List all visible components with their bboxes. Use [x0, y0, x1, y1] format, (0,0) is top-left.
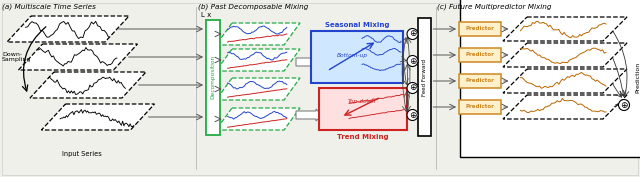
Bar: [311, 31, 403, 83]
Bar: [459, 22, 501, 36]
Text: L x: L x: [201, 12, 211, 18]
Text: Down-
Sampling: Down- Sampling: [2, 52, 31, 62]
Text: ⊕: ⊕: [620, 101, 628, 110]
Bar: [206, 19, 220, 135]
Text: Decomposition: Decomposition: [211, 55, 216, 99]
Text: Prediction: Prediction: [636, 61, 640, 93]
Polygon shape: [19, 44, 138, 70]
Polygon shape: [216, 78, 300, 100]
Text: (c) Future Multipredictor Mixing: (c) Future Multipredictor Mixing: [437, 3, 552, 10]
Text: ⊕: ⊕: [409, 30, 416, 39]
Text: ⊕: ⊕: [409, 56, 416, 65]
Text: Predictor: Predictor: [465, 53, 495, 58]
Text: (a) Multiscale Time Series: (a) Multiscale Time Series: [2, 3, 96, 10]
Polygon shape: [503, 69, 627, 93]
Bar: [459, 74, 501, 88]
Text: ⊕: ⊕: [409, 110, 416, 119]
Polygon shape: [503, 95, 627, 119]
Circle shape: [407, 56, 418, 67]
Bar: [417, 18, 431, 136]
Bar: [319, 88, 407, 130]
Text: Seasonal Mixing: Seasonal Mixing: [324, 22, 389, 28]
Polygon shape: [503, 43, 627, 67]
FancyArrow shape: [296, 56, 322, 68]
Text: Predictor: Predictor: [465, 27, 495, 32]
Circle shape: [407, 110, 418, 121]
Polygon shape: [503, 17, 627, 41]
Text: Trend Mixing: Trend Mixing: [337, 134, 389, 140]
Bar: [459, 48, 501, 62]
Polygon shape: [216, 108, 300, 130]
Circle shape: [407, 82, 418, 93]
Polygon shape: [7, 16, 129, 42]
Text: Top-down: Top-down: [348, 98, 376, 104]
Polygon shape: [216, 23, 300, 45]
Text: Bottom-up: Bottom-up: [337, 53, 368, 58]
Text: Feed Forward: Feed Forward: [422, 59, 426, 96]
Polygon shape: [30, 72, 146, 98]
Polygon shape: [42, 104, 154, 130]
Text: Input Series: Input Series: [62, 151, 102, 157]
FancyArrow shape: [296, 109, 322, 121]
Text: Predictor: Predictor: [465, 104, 495, 110]
Text: (b) Past Decomposable Mixing: (b) Past Decomposable Mixing: [198, 3, 308, 10]
Bar: [460, 0, 640, 157]
Text: ⊕: ⊕: [409, 84, 416, 93]
Circle shape: [618, 99, 630, 110]
Text: Predictor: Predictor: [465, 79, 495, 84]
Circle shape: [407, 28, 418, 39]
Bar: [459, 100, 501, 114]
Polygon shape: [216, 49, 300, 71]
